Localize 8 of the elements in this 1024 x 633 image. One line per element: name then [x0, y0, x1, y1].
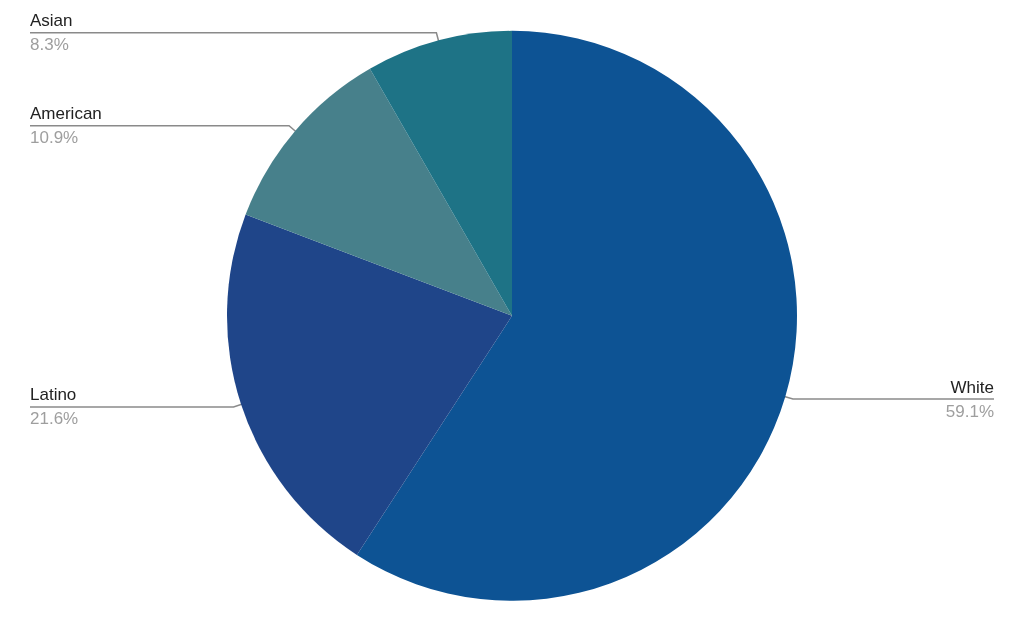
slice-label: Asian: [30, 11, 73, 31]
data-label: 59.1%: [945, 401, 994, 421]
slice-label: Latino: [30, 385, 77, 405]
data-label: 8.3%: [30, 35, 69, 55]
data-label: 21.6%: [30, 409, 79, 429]
slice-label: White: [950, 377, 994, 397]
data-label: 10.9%: [30, 128, 79, 148]
slice-label: American: [30, 104, 102, 124]
